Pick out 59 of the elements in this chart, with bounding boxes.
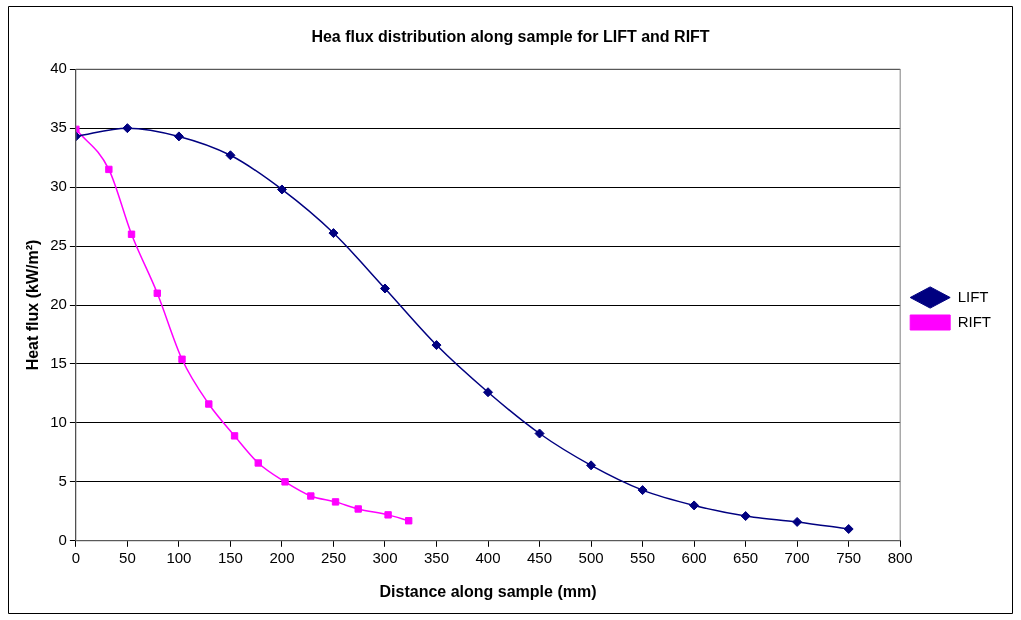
point (843, 524, 854, 535)
y-tick-label: 0 (58, 530, 67, 548)
point (281, 478, 289, 486)
x-tick-label: 500 (578, 548, 604, 566)
x-tick-label: 150 (217, 548, 243, 566)
x-tick-label: 450 (527, 548, 553, 566)
point (534, 428, 545, 439)
point (689, 500, 700, 511)
x-tick-label: 100 (166, 548, 192, 566)
legend-label: LIFT (957, 287, 989, 305)
point (254, 459, 262, 467)
point (792, 516, 803, 527)
point (205, 400, 213, 408)
legend-label: RIFT (957, 312, 991, 330)
y-tick-label: 20 (50, 295, 67, 313)
x-tick-label: 550 (630, 548, 656, 566)
y-tick-label: 15 (50, 354, 67, 372)
x-tick-label: 350 (424, 548, 450, 566)
x-tick-label: 600 (681, 548, 707, 566)
point (405, 517, 413, 525)
point (127, 230, 136, 238)
point (230, 432, 239, 440)
y-tick-label: 40 (50, 59, 67, 77)
point (331, 498, 340, 506)
x-tick-label: 50 (119, 548, 136, 566)
point (178, 355, 186, 363)
x-tick-label: 750 (836, 548, 862, 566)
y-axis-title: Heat flux (kW/m²) (24, 239, 42, 371)
point (225, 150, 236, 161)
chart-title: Hea flux distribution along sample for LIFT and RIFT (311, 28, 710, 46)
x-axis-title: Distance along sample (mm) (379, 582, 597, 600)
point (307, 492, 315, 500)
point (637, 485, 648, 496)
x-tick-label: 0 (71, 548, 81, 566)
x-tick-label: 700 (784, 548, 810, 566)
y-tick-label: 30 (50, 177, 67, 195)
point (105, 165, 113, 174)
y-tick-label: 25 (50, 236, 67, 254)
x-tick-label: 650 (733, 548, 759, 566)
point (276, 184, 287, 195)
point (173, 131, 184, 142)
point (379, 283, 390, 294)
y-tick-label: 35 (50, 118, 67, 136)
point (384, 511, 392, 519)
point (483, 387, 494, 398)
y-tick-label: 10 (50, 413, 67, 431)
x-tick-label: 800 (887, 548, 913, 566)
x-tick-label: 300 (372, 548, 398, 566)
x-tick-label: 200 (269, 548, 295, 566)
point (122, 123, 133, 134)
point (153, 289, 161, 297)
x-tick-label: 400 (475, 548, 501, 566)
point (586, 460, 597, 471)
point (328, 228, 339, 239)
point (431, 340, 442, 351)
point (354, 505, 362, 513)
x-tick-label: 250 (320, 548, 346, 566)
point (740, 511, 751, 522)
y-tick-label: 5 (58, 471, 67, 489)
